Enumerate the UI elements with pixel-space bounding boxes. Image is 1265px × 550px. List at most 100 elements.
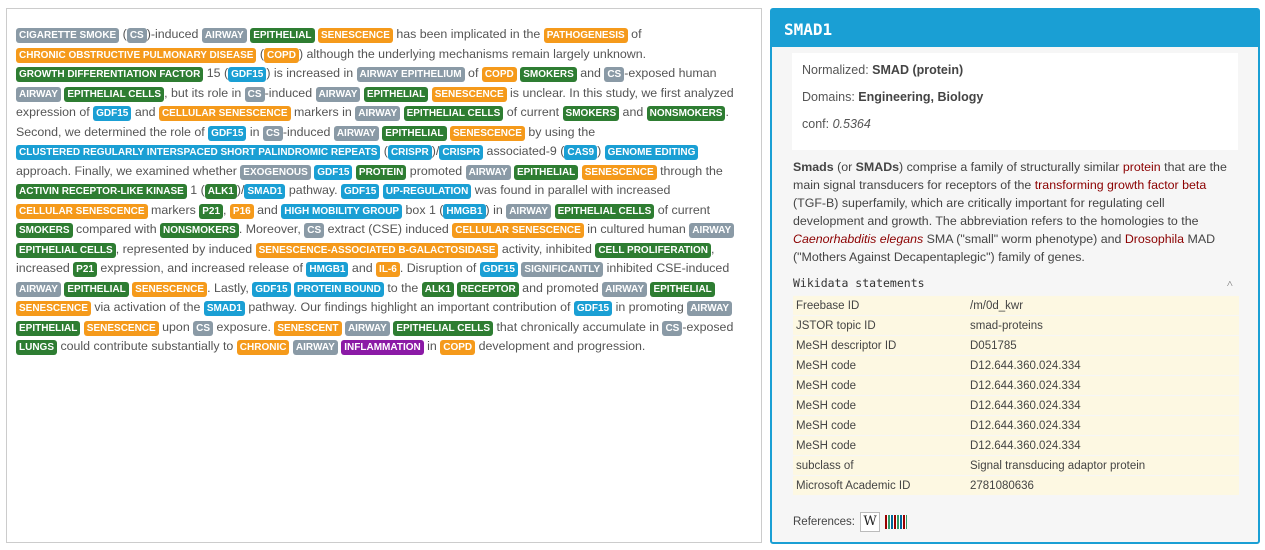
entity-tag[interactable]: AIRWAY xyxy=(355,106,401,121)
entity-tag[interactable]: CAS9 xyxy=(564,145,598,160)
entity-tag[interactable]: EXOGENOUS xyxy=(240,164,311,180)
entity-tag[interactable]: AIRWAY xyxy=(16,281,61,297)
entity-tag[interactable]: GDF15 xyxy=(573,301,613,316)
wiki-link[interactable]: Caenorhabditis elegans xyxy=(793,232,924,246)
entity-tag[interactable]: RECEPTOR xyxy=(457,281,519,297)
entity-tag[interactable]: AIRWAY xyxy=(344,320,390,336)
entity-tag[interactable]: ACTIVIN RECEPTOR-LIKE KINASE xyxy=(16,184,187,199)
entity-tag[interactable]: CRISPR xyxy=(439,145,484,160)
entity-tag[interactable]: GDF15 xyxy=(341,184,380,199)
entity-tag[interactable]: AIRWAY xyxy=(292,340,338,355)
entity-tag[interactable]: COPD xyxy=(481,67,517,82)
wiki-link[interactable]: transforming growth factor beta xyxy=(1034,178,1207,192)
entity-tag[interactable]: EPITHELIAL CELLS xyxy=(64,86,165,102)
entity-tag[interactable]: GDF15 xyxy=(208,125,247,141)
entity-tag[interactable]: CELLULAR SENESCENCE xyxy=(158,106,291,121)
entity-tag[interactable]: PROTEIN xyxy=(355,164,407,180)
entity-tag[interactable]: CELLULAR SENESCENCE xyxy=(452,223,584,238)
entity-tag[interactable]: SENESCENCE xyxy=(317,28,393,43)
entity-tag[interactable]: EPITHELIAL xyxy=(64,281,129,297)
entity-tag[interactable]: AIRWAY xyxy=(687,301,733,316)
entity-tag[interactable]: GDF15 xyxy=(228,67,267,82)
entity-tag[interactable]: CELL PROLIFERATION xyxy=(595,242,711,258)
entity-tag[interactable]: SMOKERS xyxy=(16,223,73,238)
entity-tag[interactable]: HIGH MOBILITY GROUP xyxy=(281,203,403,219)
entity-tag[interactable]: AIRWAY xyxy=(201,28,247,43)
entity-tag[interactable]: CELLULAR SENESCENCE xyxy=(16,203,148,219)
entity-tag[interactable]: EPITHELIAL CELLS xyxy=(554,203,655,219)
entity-tag[interactable]: CS xyxy=(244,86,265,102)
entity-tag[interactable]: CHRONIC xyxy=(236,340,290,355)
entity-tag[interactable]: SENESCENCE xyxy=(132,281,208,297)
entity-tag[interactable]: CS xyxy=(193,320,214,336)
entity-tag[interactable]: CHRONIC OBSTRUCTIVE PULMONARY DISEASE xyxy=(16,47,257,63)
entity-tag[interactable]: P21 xyxy=(199,203,224,219)
entity-tag[interactable]: EPITHELIAL CELLS xyxy=(403,106,504,121)
entity-tag[interactable]: GENOME EDITING xyxy=(604,145,699,160)
entity-tag[interactable]: CS xyxy=(126,28,147,43)
wikidata-icon[interactable] xyxy=(885,515,908,529)
entity-tag[interactable]: AIRWAY xyxy=(689,223,735,238)
entity-tag[interactable]: SENESCENCE xyxy=(581,164,657,180)
entity-tag[interactable]: CS xyxy=(662,320,683,336)
entity-tag[interactable]: AIRWAY xyxy=(16,86,61,102)
entity-tag[interactable]: COPD xyxy=(440,340,476,355)
entity-tag[interactable]: GDF15 xyxy=(252,281,291,297)
entity-tag[interactable]: EPITHELIAL xyxy=(363,86,429,102)
entity-tag[interactable]: HMGB1 xyxy=(443,203,486,219)
entity-tag[interactable]: GDF15 xyxy=(93,106,132,121)
entity-tag[interactable]: NONSMOKERS xyxy=(646,106,726,121)
entity-tag[interactable]: ALK1 xyxy=(421,281,454,297)
entity-tag[interactable]: GDF15 xyxy=(479,262,518,277)
entity-tag[interactable]: EPITHELIAL xyxy=(382,125,447,141)
entity-tag[interactable]: AIRWAY xyxy=(315,86,361,102)
entity-tag[interactable]: SIGNIFICANTLY xyxy=(521,262,604,277)
wiki-link[interactable]: protein xyxy=(1122,160,1161,174)
entity-tag[interactable]: IL-6 xyxy=(376,262,400,277)
entity-tag[interactable]: CS xyxy=(304,223,325,238)
wikipedia-icon[interactable]: W xyxy=(860,512,881,532)
entity-tag[interactable]: CLUSTERED REGULARLY INTERSPACED SHORT PA… xyxy=(16,145,381,160)
entity-tag[interactable]: HMGB1 xyxy=(306,262,349,277)
entity-tag[interactable]: SMOKERS xyxy=(562,106,620,121)
entity-tag[interactable]: UP-REGULATION xyxy=(382,184,472,199)
entity-tag[interactable]: COPD xyxy=(264,47,299,63)
entity-tag[interactable]: SENESCENCE-ASSOCIATED B-GALACTOSIDASE xyxy=(255,242,499,258)
entity-tag[interactable]: SMAD1 xyxy=(203,301,245,316)
entity-tag[interactable]: EPITHELIAL xyxy=(250,28,315,43)
chevron-up-icon[interactable]: ˄ xyxy=(1226,276,1233,290)
entity-tag[interactable]: GDF15 xyxy=(314,164,353,180)
entity-tag[interactable]: INFLAMMATION xyxy=(341,340,424,355)
entity-tag[interactable]: CS xyxy=(604,67,625,82)
entity-tag[interactable]: CRISPR xyxy=(387,145,432,160)
entity-tag[interactable]: SENESCENCE xyxy=(431,86,507,102)
entity-tag[interactable]: AIRWAY EPITHELIUM xyxy=(356,67,465,82)
entity-tag[interactable]: EPITHELIAL xyxy=(16,320,81,336)
entity-tag[interactable]: CS xyxy=(262,125,283,141)
entity-tag[interactable]: SMOKERS xyxy=(520,67,577,82)
entity-tag[interactable]: NONSMOKERS xyxy=(160,223,239,238)
entity-tag[interactable]: AIRWAY xyxy=(506,203,552,219)
entity-tag[interactable]: P16 xyxy=(229,203,254,219)
entity-tag[interactable]: EPITHELIAL CELLS xyxy=(16,242,116,258)
entity-tag[interactable]: P21 xyxy=(73,262,97,277)
entity-tag[interactable]: SENESCENCE xyxy=(449,125,525,141)
wiki-link[interactable]: Drosophila xyxy=(1124,232,1185,246)
entity-tag[interactable]: SMAD1 xyxy=(244,184,286,199)
entity-tag[interactable]: LUNGS xyxy=(16,340,57,355)
entity-tag[interactable]: AIRWAY xyxy=(602,281,647,297)
entity-tag[interactable]: SENESCENT xyxy=(274,320,342,336)
entity-tag[interactable]: SENESCENCE xyxy=(16,301,91,316)
entity-tag[interactable]: EPITHELIAL xyxy=(513,164,579,180)
entity-tag[interactable]: ALK1 xyxy=(204,184,237,199)
entity-tag[interactable]: GROWTH DIFFERENTIATION FACTOR xyxy=(16,67,204,82)
entity-tag[interactable]: SENESCENCE xyxy=(83,320,159,336)
entity-tag[interactable]: AIRWAY xyxy=(333,125,379,141)
wikidata-header[interactable]: Wikidata statements ˄ xyxy=(793,274,1237,292)
entity-tag[interactable]: EPITHELIAL CELLS xyxy=(393,320,494,336)
entity-tag[interactable]: EPITHELIAL xyxy=(650,281,715,297)
entity-tag[interactable]: AIRWAY xyxy=(465,164,511,180)
entity-tag[interactable]: PROTEIN BOUND xyxy=(293,281,384,297)
entity-tag[interactable]: CIGARETTE SMOKE xyxy=(16,28,120,43)
entity-tag[interactable]: PATHOGENESIS xyxy=(543,28,628,43)
